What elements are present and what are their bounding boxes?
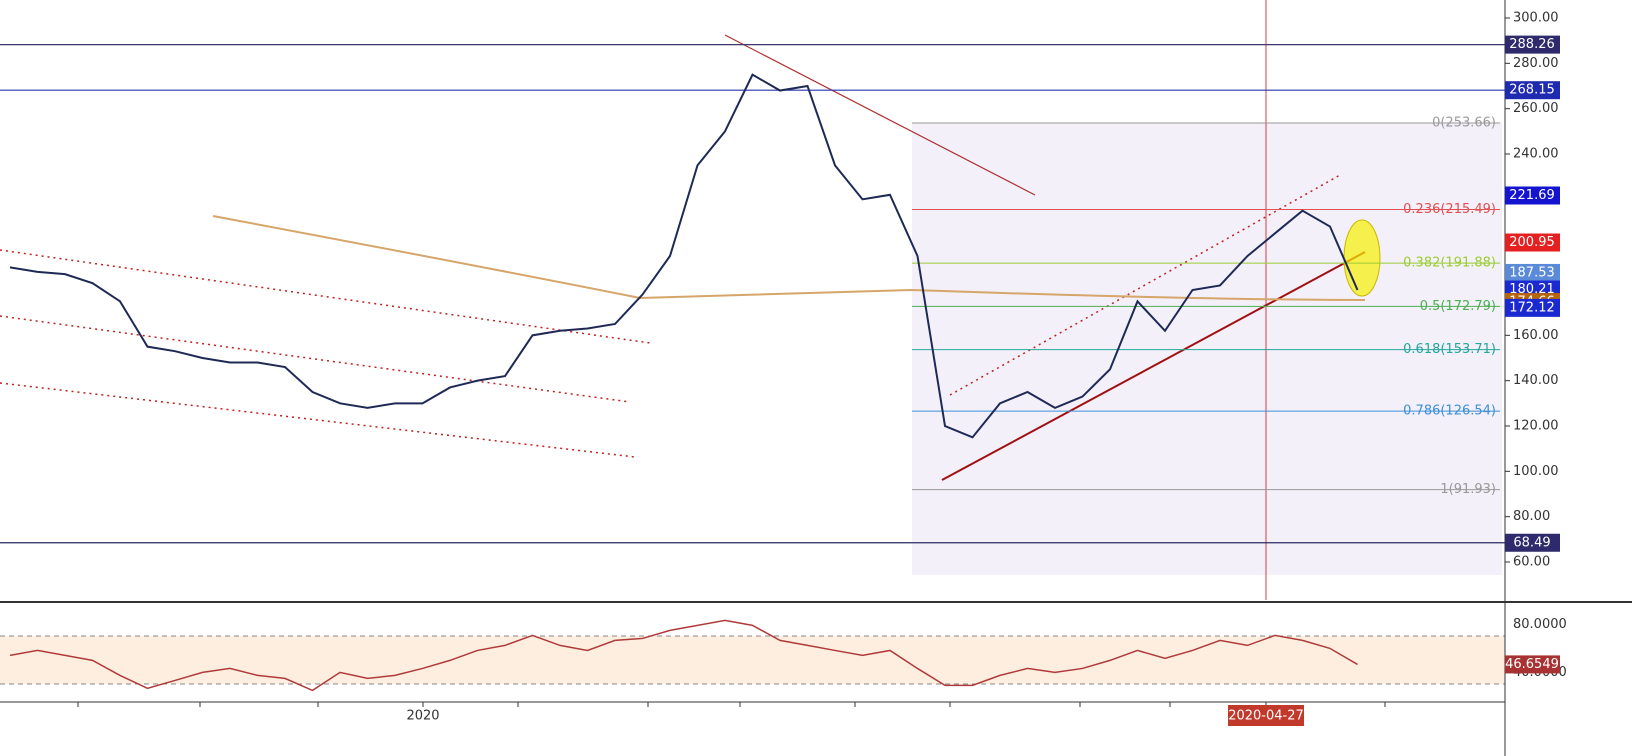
price-tag-label: 46.6549 xyxy=(1505,657,1559,672)
price-tag-label: 200.95 xyxy=(1509,235,1555,250)
price-tag-label: 172.12 xyxy=(1509,300,1555,315)
price-tag-label: 268.15 xyxy=(1509,83,1555,98)
y-tick-label: 280.00 xyxy=(1513,56,1559,71)
rsi-band xyxy=(0,636,1505,684)
highlight xyxy=(1343,219,1381,297)
price-tag xyxy=(1505,533,1560,552)
x-tick-label: 2020-04-27 xyxy=(1228,709,1304,724)
fib-label: 0.5(172.79) xyxy=(1420,299,1496,314)
fib-label: 0.786(126.54) xyxy=(1403,404,1496,419)
price-tag-label: 187.53 xyxy=(1509,265,1555,280)
y-tick-label: 80.00 xyxy=(1513,509,1550,524)
trendline xyxy=(0,382,636,458)
fib-label: 0.382(191.88) xyxy=(1403,256,1496,271)
fib-label: 0.618(153.71) xyxy=(1403,342,1496,357)
y-tick-label: 160.00 xyxy=(1513,328,1559,343)
y-tick-label: 120.00 xyxy=(1513,419,1559,434)
trendline xyxy=(724,34,1036,196)
y-tick-label: 300.00 xyxy=(1513,11,1559,26)
price-tag xyxy=(1505,655,1560,674)
price-tag xyxy=(1505,186,1560,205)
price-tag xyxy=(1505,35,1560,54)
price-tag xyxy=(1505,298,1560,317)
trendline xyxy=(941,251,1366,481)
fib-label: 1(91.93) xyxy=(1440,482,1496,497)
y-tick-label: 100.00 xyxy=(1513,464,1559,479)
price-tag-label: 68.49 xyxy=(1513,535,1550,550)
y-tick-label: 260.00 xyxy=(1513,101,1559,116)
price-line xyxy=(9,73,1359,439)
trendline xyxy=(0,249,651,344)
fib-zone xyxy=(912,123,1502,575)
y-tick-label: 140.00 xyxy=(1513,373,1559,388)
fib-label: 0(253.66) xyxy=(1432,116,1496,131)
fib-label: 0.236(215.49) xyxy=(1403,202,1496,217)
price-tag xyxy=(1505,81,1560,100)
x-tick-label: 2020 xyxy=(406,709,439,724)
price-tag-label: 221.69 xyxy=(1509,188,1555,203)
moving-average xyxy=(212,215,1366,301)
trendline xyxy=(949,174,1341,396)
y-tick-label: 240.00 xyxy=(1513,147,1559,162)
price-tag xyxy=(1505,263,1560,282)
rsi-line xyxy=(9,619,1358,692)
trendline xyxy=(0,315,631,403)
rsi-tick-label: 80.0000 xyxy=(1513,617,1567,632)
price-tag xyxy=(1505,233,1560,252)
price-tag-label: 288.26 xyxy=(1509,37,1555,52)
x-tag xyxy=(1228,705,1304,726)
y-tick-label: 60.00 xyxy=(1513,555,1550,570)
